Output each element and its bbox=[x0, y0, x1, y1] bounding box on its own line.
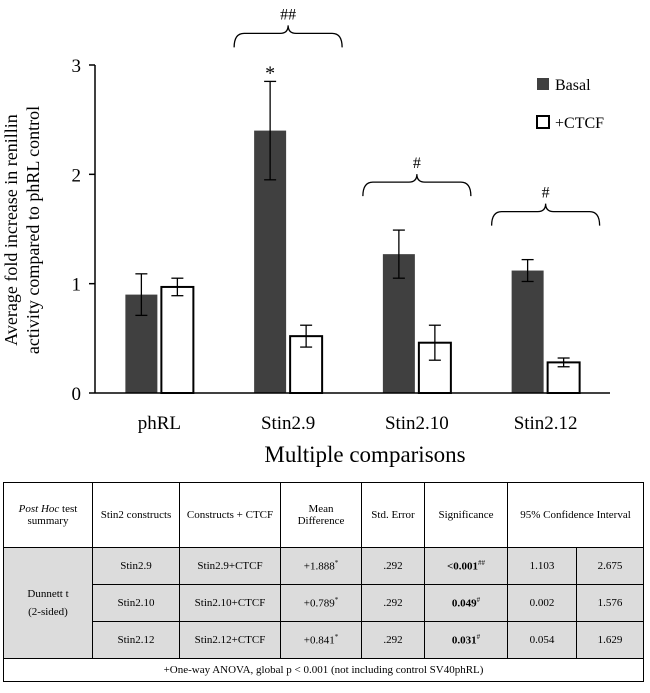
post-hoc-table: Post Hoc test summary Stin2 constructs C… bbox=[3, 482, 644, 682]
construct-cell: Stin2.9 bbox=[92, 547, 180, 585]
sig-mark: # bbox=[476, 596, 481, 605]
header-summary-rest: test summary bbox=[27, 503, 78, 527]
se-cell: .292 bbox=[361, 547, 425, 585]
header-constructs: Stin2 constructs bbox=[92, 482, 180, 548]
header-summary-italic: Post Hoc bbox=[18, 503, 60, 515]
x-axis: phRL Stin2.9 Stin2.10 Stin2.12 bbox=[95, 392, 610, 434]
hash-annotation: # bbox=[542, 185, 550, 202]
mean-cell: +1.888* bbox=[280, 547, 362, 585]
mean-value: +0.789 bbox=[303, 597, 335, 610]
legend-label: Basal bbox=[555, 77, 591, 94]
bar-basal-stin2-12 bbox=[511, 270, 544, 393]
table-row: Stin2.12 Stin2.12+CTCF +0.841* .292 0.03… bbox=[4, 621, 644, 659]
legend-swatch bbox=[537, 78, 549, 90]
ci-upper-cell: 2.675 bbox=[576, 547, 644, 585]
sig-value: <0.001 bbox=[446, 560, 479, 573]
header-significance: Significance bbox=[424, 482, 508, 548]
table-row: Dunnett t (2-sided) Stin2.9 Stin2.9+CTCF… bbox=[3, 547, 644, 659]
table-header-row: Post Hoc test summary Stin2 constructs C… bbox=[3, 482, 644, 548]
ctcf-cell: Stin2.9+CTCF bbox=[179, 547, 281, 585]
y-tick-label: 0 bbox=[72, 384, 82, 405]
x-tick-label: Stin2.12 bbox=[514, 413, 578, 434]
ci-lower-cell: 1.103 bbox=[507, 547, 577, 585]
sig-cell: 0.049# bbox=[424, 584, 508, 622]
ctcf-cell: Stin2.12+CTCF bbox=[179, 621, 281, 659]
y-axis-label-line1: Average fold increase in renillin bbox=[1, 114, 21, 346]
x-tick-label: Stin2.9 bbox=[261, 413, 315, 434]
sig-mark: # bbox=[476, 633, 481, 642]
legend-label: +CTCF bbox=[555, 115, 604, 132]
se-cell: .292 bbox=[361, 621, 425, 659]
test-sided: (2-sided) bbox=[28, 606, 68, 618]
construct-cell: Stin2.12 bbox=[92, 621, 180, 659]
y-tick-label: 1 bbox=[72, 275, 82, 296]
mean-mark: * bbox=[334, 633, 339, 642]
x-tick-label: phRL bbox=[138, 413, 181, 434]
y-tick-label: 3 bbox=[72, 56, 82, 77]
sig-cell: 0.031# bbox=[424, 621, 508, 659]
sig-value: 0.031 bbox=[451, 634, 477, 647]
header-constructs-ctcf: Constructs + CTCF bbox=[179, 482, 281, 548]
test-name: Dunnett t bbox=[27, 588, 69, 600]
mean-mark: * bbox=[334, 559, 339, 568]
ci-upper-cell: 1.576 bbox=[576, 584, 644, 622]
construct-cell: Stin2.10 bbox=[92, 584, 180, 622]
sig-mark: ## bbox=[478, 559, 486, 568]
x-axis-label: Multiple comparisons bbox=[264, 442, 465, 467]
legend: Basal +CTCF bbox=[536, 77, 604, 132]
header-std-error: Std. Error bbox=[361, 482, 425, 548]
mean-value: +1.888 bbox=[303, 560, 335, 573]
mean-cell: +0.841* bbox=[280, 621, 362, 659]
mean-cell: +0.789* bbox=[280, 584, 362, 622]
ci-lower-cell: 0.054 bbox=[507, 621, 577, 659]
x-tick-label: Stin2.10 bbox=[385, 413, 449, 434]
table-row: Stin2.10 Stin2.10+CTCF +0.789* .292 0.04… bbox=[4, 584, 644, 622]
header-confidence-interval: 95% Confidence Interval bbox=[507, 482, 644, 548]
hash-annotation: ## bbox=[280, 6, 296, 23]
mean-mark: * bbox=[334, 596, 339, 605]
se-cell: .292 bbox=[361, 584, 425, 622]
legend-swatch bbox=[536, 115, 550, 129]
bar-ctcf-phrl bbox=[160, 285, 195, 394]
significance-brace bbox=[362, 174, 472, 197]
significance-brace bbox=[233, 25, 343, 48]
sig-value: 0.049 bbox=[451, 597, 477, 610]
significance-brace bbox=[490, 203, 601, 226]
test-name-cell: Dunnett t (2-sided) bbox=[3, 547, 93, 659]
header-mean-difference: Mean Difference bbox=[280, 482, 362, 548]
table-footer: +One-way ANOVA, global p < 0.001 (not in… bbox=[3, 658, 644, 682]
y-tick-label: 2 bbox=[72, 165, 82, 186]
ctcf-cell: Stin2.10+CTCF bbox=[179, 584, 281, 622]
header-summary: Post Hoc test summary bbox=[3, 482, 93, 548]
y-axis-label-line2: activity compared to phRL control bbox=[23, 106, 43, 354]
sig-cell: <0.001## bbox=[424, 547, 508, 585]
hash-annotation: # bbox=[413, 155, 421, 172]
bars bbox=[125, 80, 581, 394]
ci-upper-cell: 1.629 bbox=[576, 621, 644, 659]
mean-value: +0.841 bbox=[303, 634, 335, 647]
y-axis: 0 1 2 3 bbox=[72, 56, 96, 405]
ci-lower-cell: 0.002 bbox=[507, 584, 577, 622]
asterisk-annotation: * bbox=[265, 62, 275, 84]
table-footer-row: +One-way ANOVA, global p < 0.001 (not in… bbox=[3, 658, 644, 682]
